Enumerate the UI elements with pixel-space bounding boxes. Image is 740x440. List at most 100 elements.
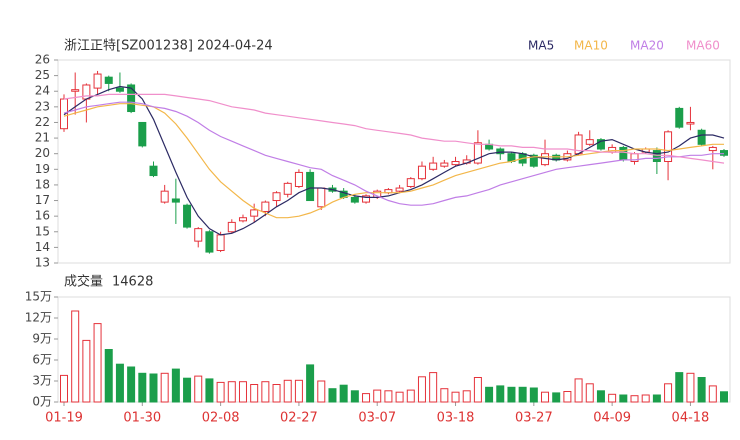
volume-tick-label: 12万 <box>25 311 52 325</box>
candle-body <box>708 146 717 152</box>
volume-bar <box>104 349 113 403</box>
volume-tick-label: 6万 <box>32 353 52 367</box>
candle-body <box>93 73 102 89</box>
volume-bar <box>462 390 471 403</box>
legend-label: MA10 <box>574 39 608 53</box>
volume-bar <box>362 393 371 403</box>
volume-bar <box>529 387 538 403</box>
candle-body <box>395 187 404 192</box>
volume-bar <box>485 386 494 403</box>
volume-bar <box>328 388 337 403</box>
candle-body <box>417 165 426 180</box>
volume-bar <box>552 392 561 403</box>
candle-body <box>82 84 91 100</box>
volume-bar <box>406 389 415 403</box>
candle-body <box>127 84 136 113</box>
x-tick-label: 03-27 <box>515 411 553 426</box>
candle-body <box>272 192 281 202</box>
candle-body <box>104 76 113 84</box>
volume-bar <box>373 389 382 403</box>
candle-body <box>440 162 449 167</box>
x-tick-label: 03-18 <box>437 411 475 426</box>
candle-body <box>652 150 661 162</box>
legend-label: MA20 <box>630 39 664 53</box>
y-tick-label: 24 <box>35 84 50 98</box>
candle-body <box>160 190 169 203</box>
ma-line <box>63 103 724 219</box>
volume-bar <box>238 381 247 403</box>
y-tick-label: 14 <box>35 240 50 254</box>
volume-bar <box>686 372 695 403</box>
candle-body <box>675 107 684 128</box>
volume-bar <box>518 386 527 403</box>
candle-body <box>250 209 259 217</box>
volume-bar <box>608 393 617 403</box>
x-tick-label: 02-27 <box>280 411 318 426</box>
candle-body <box>619 146 628 161</box>
volume-bar <box>451 391 460 403</box>
volume-bar <box>395 391 404 403</box>
volume-tick-label: 3万 <box>32 374 52 388</box>
x-tick-label: 02-08 <box>202 411 240 426</box>
candle-body <box>306 171 315 202</box>
x-tick-label: 04-18 <box>672 411 710 426</box>
volume-bar <box>216 381 225 403</box>
y-tick-label: 15 <box>35 224 50 238</box>
candle-body <box>317 187 326 208</box>
volume-label: 成交量 <box>64 274 103 290</box>
y-tick-label: 16 <box>35 209 50 223</box>
volume-tick-label: 0万 <box>32 395 52 409</box>
volume-tick-label: 15万 <box>25 290 52 304</box>
chart-title: 浙江正特[SZ001238] 2024-04-24 <box>64 39 273 54</box>
volume-bar <box>294 379 303 403</box>
volume-bar <box>541 391 550 403</box>
volume-bar <box>507 386 516 403</box>
volume-bar <box>183 377 192 403</box>
volume-bar <box>250 384 259 403</box>
volume-bar <box>171 368 180 403</box>
volume-bar <box>720 391 728 403</box>
volume-bar <box>339 384 348 403</box>
volume-bar <box>93 323 102 403</box>
legend-label: MA60 <box>686 39 720 53</box>
y-tick-label: 21 <box>35 131 50 145</box>
volume-bar <box>149 373 158 403</box>
volume-tick-label: 9万 <box>32 332 52 346</box>
volume-latest: 14628 <box>112 275 153 290</box>
volume-bar <box>350 390 359 403</box>
candle-body <box>697 129 706 145</box>
price-frame <box>57 59 731 264</box>
volume-bar <box>261 381 270 403</box>
candle-body <box>406 178 415 187</box>
volume-bar <box>272 384 281 403</box>
volume-bar <box>652 394 661 403</box>
candle-body <box>473 142 482 164</box>
volume-bar <box>675 372 684 403</box>
x-tick-label: 01-19 <box>45 411 83 426</box>
volume-bar <box>641 394 650 403</box>
y-tick-label: 22 <box>35 115 50 129</box>
candle-body <box>529 154 538 167</box>
candle-body <box>238 217 247 222</box>
y-tick-label: 20 <box>35 146 50 160</box>
candle-body <box>183 204 192 228</box>
volume-bar <box>138 372 147 403</box>
candle-body <box>205 231 214 253</box>
candle-body <box>686 121 695 125</box>
volume-bar <box>429 372 438 403</box>
volume-bar <box>496 385 505 403</box>
volume-bar <box>384 390 393 403</box>
candle-body <box>71 89 80 92</box>
volume-bar <box>306 364 315 403</box>
y-tick-label: 19 <box>35 162 50 176</box>
volume-bar <box>160 372 169 403</box>
candle-body <box>429 162 438 170</box>
volume-bar <box>115 363 124 403</box>
candle-body <box>60 98 68 130</box>
y-tick-label: 26 <box>35 53 50 67</box>
volume-bar <box>317 380 326 403</box>
volume-bar <box>82 339 91 403</box>
candle-body <box>496 148 505 155</box>
volume-bar <box>283 379 292 403</box>
